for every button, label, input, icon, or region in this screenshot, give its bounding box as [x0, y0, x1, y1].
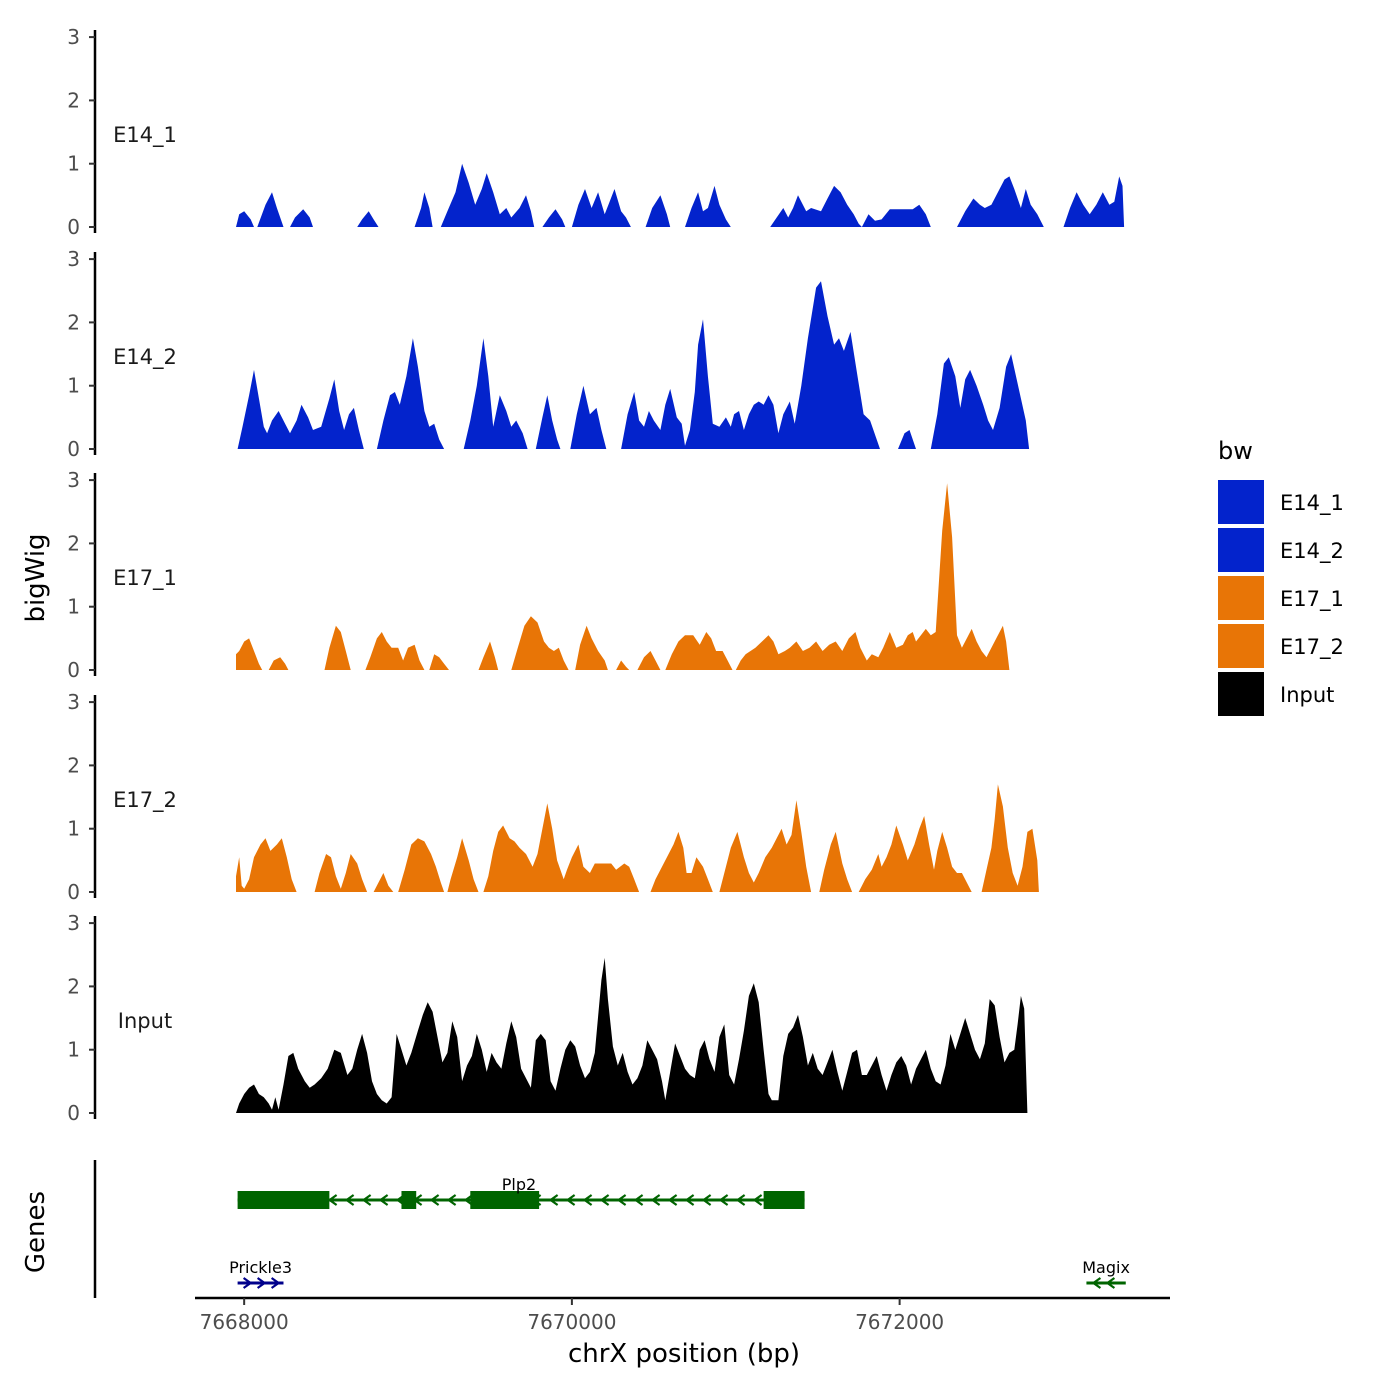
strand-arrow [270, 1277, 281, 1289]
strand-arrow [242, 1277, 253, 1289]
y-tick-label: 1 [67, 817, 80, 841]
track-Input: 0 1 2 3 Input [67, 911, 1028, 1125]
gene-exon [763, 1191, 805, 1209]
x-axis-title: chrX position (bp) [568, 1339, 800, 1369]
signal-area-Input [236, 957, 1028, 1113]
y-tick-label: 0 [67, 437, 80, 461]
legend-swatch-Input [1218, 672, 1264, 716]
y-tick-label: 2 [67, 88, 80, 112]
track-label: E14_1 [113, 123, 177, 148]
y-tick-label: 0 [67, 880, 80, 904]
y-tick-label: 2 [67, 531, 80, 555]
signal-area-E14_1 [236, 163, 1125, 227]
strand-arrow [344, 1194, 355, 1206]
strand-arrow [256, 1277, 267, 1289]
strand-arrow [582, 1194, 593, 1206]
x-tick-label: 7670000 [527, 1310, 616, 1334]
y-tick-label: 2 [67, 753, 80, 777]
strand-arrow [701, 1194, 712, 1206]
strand-arrow [718, 1194, 729, 1206]
legend-label: Input [1280, 683, 1334, 707]
legend: bw E14_1 E14_2 E17_1 E17_2 Input [1218, 437, 1344, 716]
y-tick-label: 3 [67, 468, 80, 492]
gene-plp2: Plp2 [237, 1175, 805, 1209]
strand-arrow [463, 1194, 474, 1206]
strand-arrow [548, 1194, 559, 1206]
strand-arrow [327, 1194, 338, 1206]
track-label: E17_2 [113, 788, 177, 813]
track-E14_2: 0 1 2 3 E14_2 [67, 247, 1030, 461]
genes-axis-title: Genes [21, 1191, 51, 1273]
legend-swatch-E14_2 [1218, 528, 1264, 572]
legend-label: E17_2 [1280, 635, 1344, 660]
track-E17_1: 0 1 2 3 E17_1 [67, 468, 1010, 682]
signal-area-E17_2 [236, 784, 1039, 892]
gene-label: Prickle3 [229, 1258, 292, 1277]
legend-swatch-E17_2 [1218, 624, 1264, 668]
legend-title: bw [1218, 437, 1253, 465]
signal-area-E14_2 [237, 281, 1030, 449]
strand-arrow [599, 1194, 610, 1206]
y-tick-label: 1 [67, 595, 80, 619]
strand-arrow [735, 1194, 746, 1206]
legend-label: E17_1 [1280, 587, 1344, 612]
gene-label: Plp2 [502, 1175, 536, 1194]
strand-arrow [1105, 1277, 1116, 1289]
strand-arrow [1091, 1277, 1102, 1289]
y-tick-label: 3 [67, 247, 80, 271]
strand-arrow [446, 1194, 457, 1206]
strand-arrow [361, 1194, 372, 1206]
strand-arrow [378, 1194, 389, 1206]
track-E17_2: 0 1 2 3 E17_2 [67, 690, 1039, 904]
legend-label: E14_2 [1280, 539, 1344, 564]
track-label: E14_2 [113, 345, 177, 370]
signal-tracks: 0 1 2 3 E14_1 0 1 2 3 E14_2 0 1 2 3 E17_1 0 1 2 3 E17_2 0 1 2 3… [67, 25, 1125, 1125]
track-E14_1: 0 1 2 3 E14_1 [67, 25, 1125, 239]
gene-magix: Magix [1082, 1258, 1130, 1289]
strand-arrow [752, 1194, 763, 1206]
strand-arrow [616, 1194, 627, 1206]
genes-panel: Plp2 Prickle3 Magix [93, 1160, 1130, 1298]
y-tick-label: 1 [67, 152, 80, 176]
y-tick-label: 3 [67, 690, 80, 714]
legend-swatch-E14_1 [1218, 480, 1264, 524]
legend-label: E14_1 [1280, 491, 1344, 516]
y-axis-title: bigWig [21, 533, 51, 622]
strand-arrow [633, 1194, 644, 1206]
strand-arrow [429, 1194, 440, 1206]
y-tick-label: 0 [67, 1101, 80, 1125]
x-tick-label: 7672000 [855, 1310, 944, 1334]
strand-arrow [684, 1194, 695, 1206]
strand-arrow [667, 1194, 678, 1206]
y-tick-label: 1 [67, 1038, 80, 1062]
y-tick-label: 0 [67, 658, 80, 682]
signal-area-E17_1 [236, 483, 1010, 670]
gene-prickle3: Prickle3 [229, 1258, 292, 1289]
gene-exon [401, 1191, 417, 1209]
gene-exon [237, 1191, 330, 1209]
y-tick-label: 3 [67, 911, 80, 935]
track-label: E17_1 [113, 566, 177, 591]
y-tick-label: 3 [67, 25, 80, 49]
strand-arrow [565, 1194, 576, 1206]
y-tick-label: 2 [67, 310, 80, 334]
gene-exon [470, 1191, 540, 1209]
x-axis: 7668000 7670000 7672000 [195, 1296, 1170, 1334]
y-tick-label: 0 [67, 215, 80, 239]
y-tick-label: 1 [67, 374, 80, 398]
legend-swatch-E17_1 [1218, 576, 1264, 620]
track-label: Input [118, 1009, 172, 1033]
x-tick-label: 7668000 [200, 1310, 289, 1334]
gene-label: Magix [1082, 1258, 1130, 1277]
y-tick-label: 2 [67, 974, 80, 998]
strand-arrow [650, 1194, 661, 1206]
